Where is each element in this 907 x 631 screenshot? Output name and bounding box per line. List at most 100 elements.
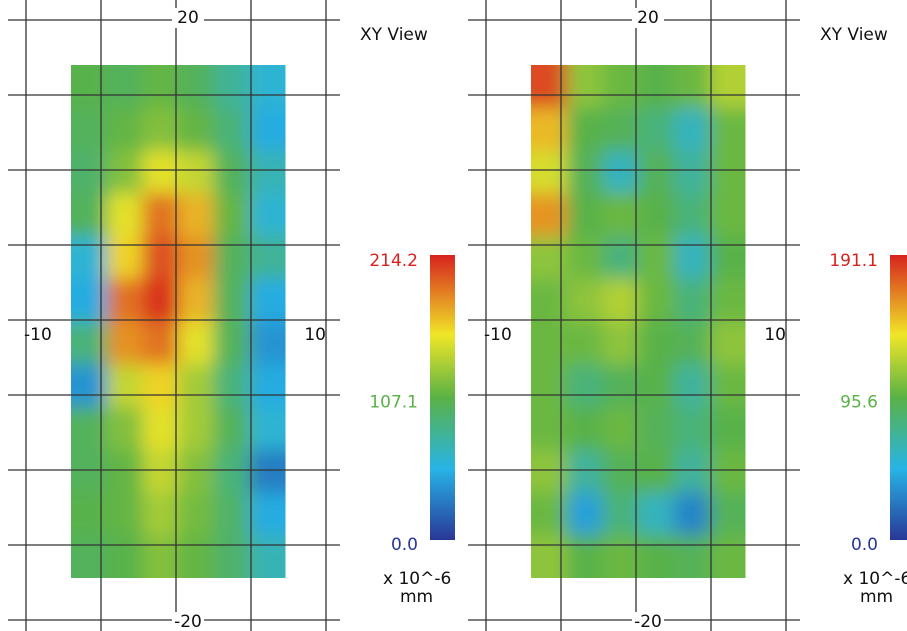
heatmap-cell [709, 449, 746, 494]
heatmap-cell [249, 364, 286, 408]
heatmap-cell [531, 193, 568, 237]
heatmap-cell [214, 321, 251, 366]
heatmap-cell [249, 107, 286, 152]
heatmap-cell [638, 535, 675, 578]
heatmap-cell [674, 364, 711, 408]
y-tick-label: 20 [637, 8, 659, 28]
tick-label-bg [632, 8, 664, 28]
heatmap-cell [178, 407, 215, 451]
heatmap-cell [531, 321, 568, 366]
colorbar-tick-label: 107.1 [369, 393, 418, 413]
heatmap-cell [674, 107, 711, 152]
heatmap-cell [142, 278, 180, 323]
heatmap-cell [142, 107, 180, 152]
heatmap-cell [106, 236, 144, 280]
heatmap-cell [709, 107, 746, 152]
heatmap-cell [602, 535, 640, 578]
heatmap-cell [602, 492, 640, 537]
heatmap-cell [709, 321, 746, 366]
heatmap-cell [106, 150, 144, 195]
heatmap-cell [531, 449, 568, 494]
heatmap-cell [566, 65, 604, 109]
heatmap-cell [638, 492, 675, 537]
heatmap-cell [142, 236, 180, 280]
heatmap-cells [531, 65, 746, 578]
heatmap-cell [602, 193, 640, 237]
heatmap-cell [178, 193, 215, 237]
heatmap-cell [71, 107, 108, 152]
tick-label-bg [172, 612, 204, 631]
heatmap-cell [638, 321, 675, 366]
heatmap-cell [674, 535, 711, 578]
heatmap-cell [709, 364, 746, 408]
heatmap-cell [71, 150, 108, 195]
x-tick-label: -10 [24, 325, 52, 345]
heatmap-cell [709, 407, 746, 451]
heatmap-cell [106, 449, 144, 494]
heatmap-cell [638, 65, 675, 109]
heatmap-cell [249, 449, 286, 494]
heatmap-cell [531, 150, 568, 195]
heatmap-cell [178, 321, 215, 366]
heatmap-cell [214, 193, 251, 237]
heatmap-cell [106, 407, 144, 451]
heatmap-cell [674, 449, 711, 494]
heatmap-cell [249, 321, 286, 366]
heatmap-cell [638, 107, 675, 152]
panel-title: XY View [820, 25, 888, 45]
heatmap-cell [71, 407, 108, 451]
heatmap-cell [142, 492, 180, 537]
heatmap-cell [709, 193, 746, 237]
heatmap-cell [709, 535, 746, 578]
heatmap-cell [531, 492, 568, 537]
heatmap-cell [142, 150, 180, 195]
heatmap-cell [602, 321, 640, 366]
heatmap-cell [71, 65, 108, 109]
colorbar-tick-label: 191.1 [829, 251, 878, 271]
heatmap [71, 65, 286, 578]
heatmap-cell [214, 236, 251, 280]
heatmap-cell [674, 407, 711, 451]
heatmap-cell [106, 492, 144, 537]
heatmap-cell [71, 193, 108, 237]
heatmap-cell [674, 150, 711, 195]
x-tick-label: 10 [764, 325, 786, 345]
heatmap-cell [602, 407, 640, 451]
heatmap [531, 65, 746, 578]
heatmap-cell [566, 193, 604, 237]
heatmap-cell [106, 535, 144, 578]
heatmap-cell [71, 236, 108, 280]
heatmap-cell [142, 321, 180, 366]
colorbar-tick-label: 95.6 [840, 392, 878, 412]
heatmap-cell [178, 278, 215, 323]
heatmap-cell [178, 364, 215, 408]
heatmap-cell [638, 407, 675, 451]
heatmap-cell [709, 492, 746, 537]
x-tick-label: 10 [304, 325, 326, 345]
heatmap-cell [249, 193, 286, 237]
heatmap-cell [709, 65, 746, 109]
heatmap-cell [674, 278, 711, 323]
heatmap-cell [142, 364, 180, 408]
colorbar-tick-label: 0.0 [851, 535, 878, 555]
heatmap-cell [709, 236, 746, 280]
heatmap-cell [638, 193, 675, 237]
heatmap-cell [638, 364, 675, 408]
heatmap-cell [602, 278, 640, 323]
heatmap-cell [602, 449, 640, 494]
heatmap-cell [249, 278, 286, 323]
heatmap-cell [249, 150, 286, 195]
heatmap-cell [566, 278, 604, 323]
heatmap-cell [531, 364, 568, 408]
heatmap-cell [566, 449, 604, 494]
colorbar-unit: mm [400, 587, 433, 607]
heatmap-cell [638, 278, 675, 323]
heatmap-cell [214, 535, 251, 578]
heatmap-cell [566, 535, 604, 578]
colorbar [890, 255, 907, 540]
heatmap-cell [71, 449, 108, 494]
heatmap-cell [602, 236, 640, 280]
heatmap-cell [142, 407, 180, 451]
heatmap-cell [142, 535, 180, 578]
heatmap-cell [214, 492, 251, 537]
